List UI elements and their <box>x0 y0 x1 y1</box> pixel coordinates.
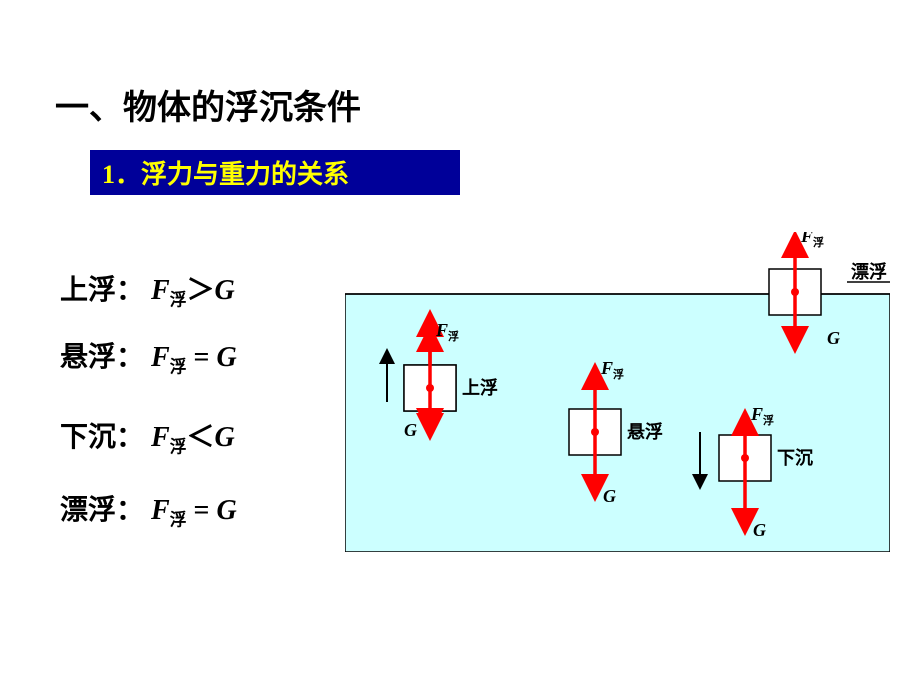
svg-text:漂浮: 漂浮 <box>851 261 887 282</box>
svg-text:G: G <box>603 486 616 506</box>
subtitle-banner: 1．浮力与重力的关系 <box>90 150 460 195</box>
svg-text:F浮: F浮 <box>800 232 824 249</box>
svg-text:上浮: 上浮 <box>462 377 498 398</box>
cond-sink: 下沉： F浮＜G <box>60 415 235 458</box>
svg-text:下沉: 下沉 <box>777 448 813 468</box>
svg-text:悬浮: 悬浮 <box>626 421 663 442</box>
cond-float: 漂浮： F浮 = G <box>60 488 237 531</box>
section-title: 一、物体的浮沉条件 <box>55 80 361 129</box>
svg-text:G: G <box>404 420 417 440</box>
buoyancy-diagram: F浮G上浮F浮G悬浮F浮G下沉F浮G漂浮 <box>345 232 890 552</box>
cond-rise: 上浮： F浮＞G <box>60 268 235 311</box>
cond-suspend: 悬浮： F浮 = G <box>60 335 237 378</box>
svg-text:G: G <box>753 520 766 540</box>
svg-text:G: G <box>827 328 840 348</box>
